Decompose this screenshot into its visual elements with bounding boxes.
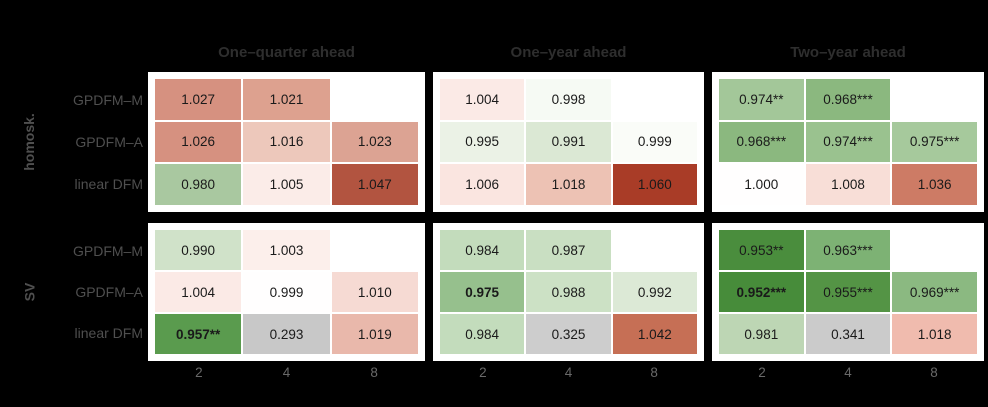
panel-sv-two-year: 0.953** 0.963*** 0.952*** 0.955*** 0.969*** 0… <box>712 223 984 361</box>
heatmap-grid: 0.990 1.003 1.004 0.999 1.010 0.957** 0.293 1.0… <box>155 230 418 354</box>
model-row-label: GPDFM–A <box>75 283 143 300</box>
heatmap-cell-empty <box>612 79 697 120</box>
heatmap-cell: 1.000 <box>719 164 804 205</box>
heatmap-cell: 0.984 <box>440 314 525 354</box>
heatmap-cell: 0.988 <box>526 272 611 312</box>
heatmap-cell: 0.975*** <box>892 121 977 163</box>
heatmap-grid: 0.974** 0.968*** 0.968*** 0.974*** 0.975*** 1… <box>719 79 977 205</box>
x-tick-label: 2 <box>479 364 487 380</box>
heatmap-cell-empty <box>612 230 697 270</box>
heatmap-cell: 0.980 <box>155 164 242 205</box>
row-facet-label-text: SV <box>21 282 37 302</box>
heatmap-cell: 1.005 <box>243 164 330 205</box>
x-tick-label: 2 <box>195 364 203 380</box>
panel-sv-one-year: 0.984 0.987 0.975 0.988 0.992 0.984 0.325 1.042 <box>433 223 704 361</box>
heatmap-cell: 1.021 <box>243 79 330 120</box>
heatmap-cell: 1.042 <box>612 314 697 354</box>
x-axis-ticks: 2 4 8 <box>719 362 977 382</box>
heatmap-cell-empty <box>331 79 418 120</box>
heatmap-cell: 0.987 <box>526 230 611 270</box>
heatmap-cell: 1.004 <box>155 272 242 312</box>
x-tick-label: 8 <box>930 364 938 380</box>
x-tick-label: 4 <box>844 364 852 380</box>
panel-homosk-one-year: 1.004 0.998 0.995 0.991 0.999 1.006 1.018 1.060 <box>433 72 704 212</box>
heatmap-grid: 1.004 0.998 0.995 0.991 0.999 1.006 1.018 1.060 <box>440 79 697 205</box>
model-row-label: GPDFM–M <box>73 92 143 108</box>
heatmap-cell: 0.955*** <box>805 272 891 312</box>
x-axis-ticks: 2 4 8 <box>440 362 697 382</box>
heatmap-cell: 0.981 <box>719 314 804 354</box>
heatmap-cell: 0.984 <box>440 230 525 270</box>
heatmap-grid: 1.027 1.021 1.026 1.016 1.023 0.980 1.005 1.047 <box>155 79 418 205</box>
x-tick-label: 8 <box>650 364 658 380</box>
heatmap-cell-empty <box>331 230 418 270</box>
x-tick-label: 8 <box>370 364 378 380</box>
heatmap-cell: 0.968*** <box>805 79 891 120</box>
heatmap-cell: 0.968*** <box>719 121 804 163</box>
heatmap-cell: 1.023 <box>331 121 418 163</box>
heatmap-cell: 1.018 <box>526 164 611 205</box>
heatmap-grid: 0.984 0.987 0.975 0.988 0.992 0.984 0.325 1.042 <box>440 230 697 354</box>
heatmap-cell: 0.992 <box>612 272 697 312</box>
heatmap-cell: 0.995 <box>440 121 525 163</box>
model-row-label: linear DFM <box>74 325 143 342</box>
heatmap-cell: 0.963*** <box>805 230 891 270</box>
heatmap-cell: 0.998 <box>526 79 611 120</box>
heatmap-cell: 0.952*** <box>719 272 804 312</box>
heatmap-cell-empty <box>892 230 977 270</box>
heatmap-cell: 0.999 <box>612 121 697 163</box>
heatmap-cell: 1.003 <box>243 230 330 270</box>
model-row-labels-top: GPDFM–M GPDFM–A linear DFM <box>40 79 143 205</box>
model-row-labels-bottom: GPDFM–M GPDFM–A linear DFM <box>40 230 143 354</box>
heatmap-cell: 0.999 <box>243 272 330 312</box>
heatmap-cell: 0.953** <box>719 230 804 270</box>
heatmap-cell: 1.004 <box>440 79 525 120</box>
heatmap-cell: 1.016 <box>243 121 330 163</box>
heatmap-cell: 0.325 <box>526 314 611 354</box>
heatmap-cell: 0.990 <box>155 230 242 270</box>
heatmap-cell: 0.974*** <box>805 121 891 163</box>
model-row-label: linear DFM <box>74 176 143 192</box>
heatmap-cell: 1.060 <box>612 164 697 205</box>
model-row-label: GPDFM–A <box>75 134 143 150</box>
x-tick-label: 4 <box>282 364 291 380</box>
heatmap-cell: 1.027 <box>155 79 242 120</box>
heatmap-cell: 0.957** <box>155 314 242 354</box>
heatmap-cell: 1.026 <box>155 121 242 163</box>
x-axis-ticks: 2 4 8 <box>155 362 418 382</box>
facet-col-title: Two–year ahead <box>790 44 906 61</box>
heatmap-cell: 1.019 <box>331 314 418 354</box>
x-tick-label: 4 <box>564 364 573 380</box>
heatmap-cell: 1.010 <box>331 272 418 312</box>
heatmap-cell: 1.036 <box>892 164 977 205</box>
heatmap-grid: 0.953** 0.963*** 0.952*** 0.955*** 0.969*** 0… <box>719 230 977 354</box>
facet-col-title: One–quarter ahead <box>218 44 355 61</box>
model-row-label: GPDFM–M <box>73 242 143 259</box>
heatmap-cell: 0.969*** <box>892 272 977 312</box>
x-tick-label: 2 <box>758 364 766 380</box>
heatmap-cell: 0.974** <box>719 79 804 120</box>
panel-homosk-one-quarter: 1.027 1.021 1.026 1.016 1.023 0.980 1.005 1.047 <box>148 72 425 212</box>
facet-col-title: One–year ahead <box>510 44 627 61</box>
heatmap-cell: 1.008 <box>805 164 891 205</box>
heatmap-cell-empty <box>892 79 977 120</box>
heatmap-cell: 0.293 <box>243 314 330 354</box>
panel-sv-one-quarter: 0.990 1.003 1.004 0.999 1.010 0.957** 0.293 1.0… <box>148 223 425 361</box>
panel-homosk-two-year: 0.974** 0.968*** 0.968*** 0.974*** 0.975*** 1… <box>712 72 984 212</box>
heatmap-cell: 0.991 <box>526 121 611 163</box>
heatmap-cell: 1.018 <box>892 314 977 354</box>
heatmap-cell: 1.047 <box>331 164 418 205</box>
heatmap-cell: 0.975 <box>440 272 525 312</box>
row-facet-label-text: homosk. <box>21 113 38 171</box>
heatmap-cell: 0.341 <box>805 314 891 354</box>
heatmap-cell: 1.006 <box>440 164 525 205</box>
